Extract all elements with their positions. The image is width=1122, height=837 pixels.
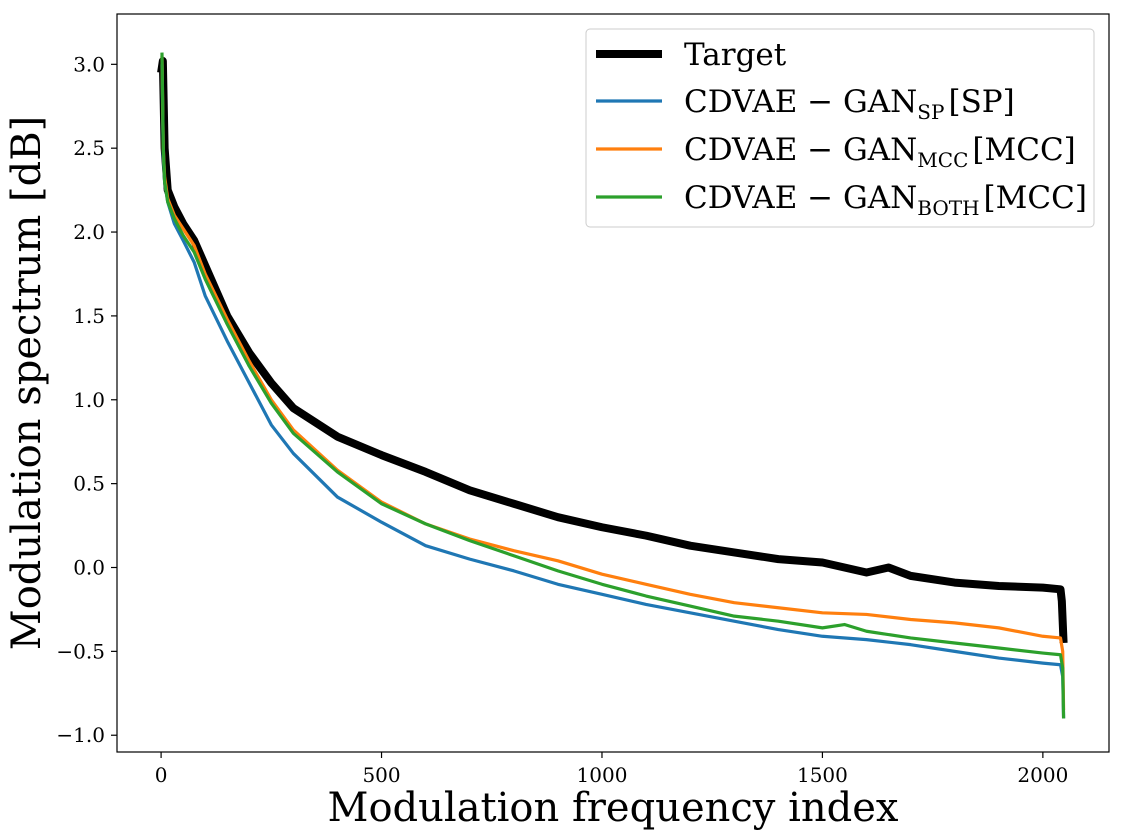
series-line-2 <box>160 55 1066 711</box>
y-tick-label-1: 2.5 <box>73 136 105 160</box>
legend-label-0: Target <box>684 37 787 73</box>
legend: Target CDVAE − GANSP [SP] CDVAE − GANMCC [MC… <box>585 28 1095 228</box>
legend-label-1: CDVAE − GANSP [SP] <box>684 84 1015 124</box>
x-tick-label-1: 500 <box>362 763 400 787</box>
series-line-3 <box>160 52 1066 719</box>
legend-label-3: CDVAE − GANBOTH [MCC] <box>684 180 1087 220</box>
x-tick-label-0: 0 <box>155 763 168 787</box>
x-axis-title: Modulation frequency index <box>328 785 899 831</box>
legend-box <box>585 28 1095 228</box>
y-tick-label-3: 1.5 <box>73 304 105 328</box>
x-tick-label-4: 2000 <box>1017 763 1068 787</box>
y-tick-label-7: −0.5 <box>56 639 105 663</box>
x-tick-label-2: 1000 <box>577 763 628 787</box>
series-line-0 <box>157 56 1068 644</box>
ticks-layer: 0 500 1000 1500 2000 3.0 2.5 2.0 1.5 1.0 0.5 0.0 −0.… <box>56 52 1068 787</box>
y-tick-label-5: 0.5 <box>73 472 105 496</box>
y-tick-label-6: 0.0 <box>73 556 105 580</box>
legend-label-2: CDVAE − GANMCC [MCC] <box>684 132 1076 172</box>
series-line-1 <box>160 64 1066 719</box>
plot-frame <box>116 13 1110 753</box>
series-layer <box>157 52 1068 719</box>
y-tick-label-8: −1.0 <box>56 723 105 747</box>
x-tick-label-3: 1500 <box>797 763 848 787</box>
y-tick-label-4: 1.0 <box>73 388 105 412</box>
y-axis-title: Modulation spectrum [dB] <box>4 116 50 651</box>
y-tick-label-0: 3.0 <box>73 52 105 76</box>
y-tick-label-2: 2.0 <box>73 220 105 244</box>
